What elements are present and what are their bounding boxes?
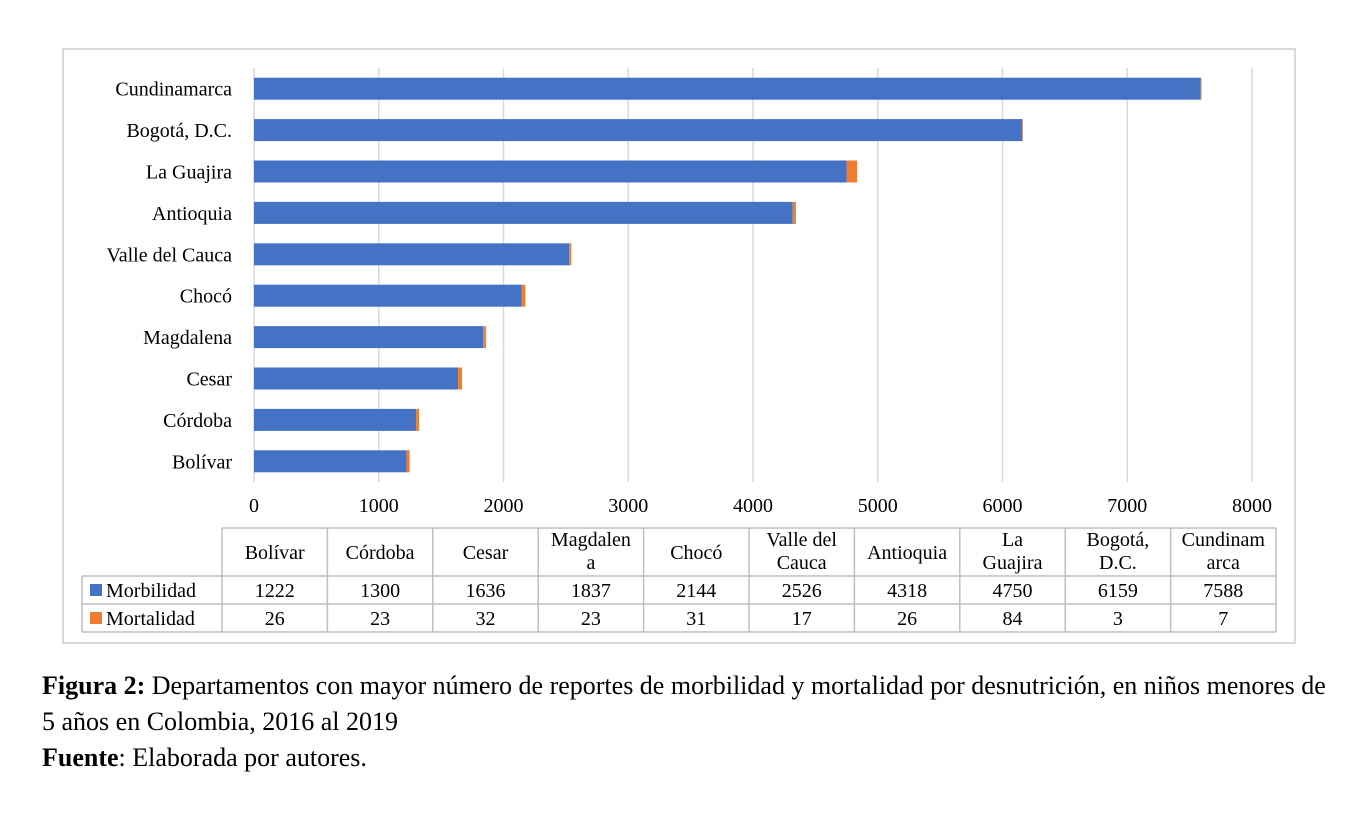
table-header: Cundinam xyxy=(1182,529,1266,551)
table-cell: 1837 xyxy=(571,580,611,602)
category-label: Chocó xyxy=(180,286,232,308)
table-cell: 2144 xyxy=(676,580,716,602)
table-header: Guajira xyxy=(983,552,1043,574)
table-cell: 31 xyxy=(686,608,706,630)
chart-frame: Bolívar Córdoba Cesar Magdalena Chocó Valle d… xyxy=(62,48,1296,644)
bar-mortalidad xyxy=(483,326,487,349)
bar-morbilidad xyxy=(254,367,459,390)
x-tick-label: 5000 xyxy=(858,495,898,517)
category-label: La Guajira xyxy=(146,162,232,184)
category-label: Antioquia xyxy=(152,203,232,225)
bar-morbilidad xyxy=(254,77,1201,100)
table-cell: 23 xyxy=(581,608,601,630)
chart-svg: Bolívar Córdoba Cesar Magdalena Chocó Valle d… xyxy=(81,68,1277,633)
bar-mortalidad xyxy=(569,243,572,266)
category-label: Córdoba xyxy=(163,410,232,432)
bar-mortalidad xyxy=(792,201,796,224)
table-cell: 32 xyxy=(476,608,496,630)
table-header: Córdoba xyxy=(346,542,415,564)
category-label: Valle del Cauca xyxy=(107,244,233,266)
table-header: La xyxy=(1002,529,1023,551)
source-line: Fuente: Elaborada por autores. xyxy=(42,740,1332,776)
x-tick-label: 2000 xyxy=(484,495,524,517)
table-cell: 26 xyxy=(897,608,917,630)
x-tick-label: 0 xyxy=(249,495,259,517)
category-label: Cesar xyxy=(186,369,232,391)
legend-swatch xyxy=(90,584,102,596)
bar-morbilidad xyxy=(254,450,407,473)
table-header: Valle del xyxy=(766,529,837,551)
table-header: Cesar xyxy=(463,542,509,564)
category-label: Bogotá, D.C. xyxy=(126,120,232,142)
table-cell: 84 xyxy=(1003,608,1023,630)
figure-label: Figura 2: xyxy=(42,671,146,700)
table-header: arca xyxy=(1207,552,1240,574)
bar-mortalidad xyxy=(458,367,463,390)
table-cell: 23 xyxy=(370,608,390,630)
legend-swatch xyxy=(90,612,102,624)
table-header: Chocó xyxy=(670,542,722,564)
x-tick-label: 7000 xyxy=(1107,495,1147,517)
x-tick-label: 6000 xyxy=(983,495,1023,517)
legend-label: Morbilidad xyxy=(106,580,196,602)
table-cell: 17 xyxy=(792,608,812,630)
source-label: Fuente xyxy=(42,743,119,772)
table-header: Bolívar xyxy=(245,542,305,564)
x-tick-label: 1000 xyxy=(359,495,399,517)
bar-mortalidad xyxy=(406,450,410,473)
bar-morbilidad xyxy=(254,201,793,224)
x-tick-label: 3000 xyxy=(608,495,648,517)
x-tick-label: 4000 xyxy=(733,495,773,517)
x-tick-label: 8000 xyxy=(1232,495,1272,517)
bar-morbilidad xyxy=(254,408,417,431)
table-cell: 2526 xyxy=(782,580,822,602)
table-header: Antioquia xyxy=(867,542,947,564)
bar-mortalidad xyxy=(416,408,420,431)
bar-morbilidad xyxy=(254,160,847,183)
bar-morbilidad xyxy=(254,284,522,307)
source-text: : Elaborada por autores. xyxy=(118,743,367,772)
table-cell: 26 xyxy=(265,608,285,630)
table-header: Bogotá, xyxy=(1087,529,1150,551)
bar-morbilidad xyxy=(254,243,570,266)
table-cell: 1300 xyxy=(360,580,400,602)
category-label: Cundinamarca xyxy=(115,79,232,101)
table-header: Magdalen xyxy=(551,529,631,551)
bar-mortalidad xyxy=(521,284,526,307)
table-cell: 6159 xyxy=(1098,580,1138,602)
table-cell: 1636 xyxy=(466,580,506,602)
bar-mortalidad xyxy=(846,160,858,183)
table-cell: 3 xyxy=(1113,608,1123,630)
category-label: Magdalena xyxy=(143,327,232,349)
category-label: Bolívar xyxy=(172,451,232,473)
table-header: a xyxy=(586,552,595,574)
bar-morbilidad xyxy=(254,119,1023,142)
bar-mortalidad xyxy=(1200,77,1202,100)
table-cell: 4750 xyxy=(993,580,1033,602)
bar-morbilidad xyxy=(254,326,484,349)
table-cell: 7588 xyxy=(1203,580,1243,602)
figure-caption: Figura 2: Departamentos con mayor número… xyxy=(42,668,1332,776)
bar-mortalidad xyxy=(1022,119,1023,142)
table-cell: 7 xyxy=(1218,608,1228,630)
table-header: Cauca xyxy=(777,552,827,574)
figure-text: Departamentos con mayor número de report… xyxy=(42,671,1326,736)
caption-line: Figura 2: Departamentos con mayor número… xyxy=(42,668,1332,740)
table-header: D.C. xyxy=(1099,552,1137,574)
legend-label: Mortalidad xyxy=(106,608,195,630)
table-cell: 4318 xyxy=(887,580,927,602)
table-cell: 1222 xyxy=(255,580,295,602)
